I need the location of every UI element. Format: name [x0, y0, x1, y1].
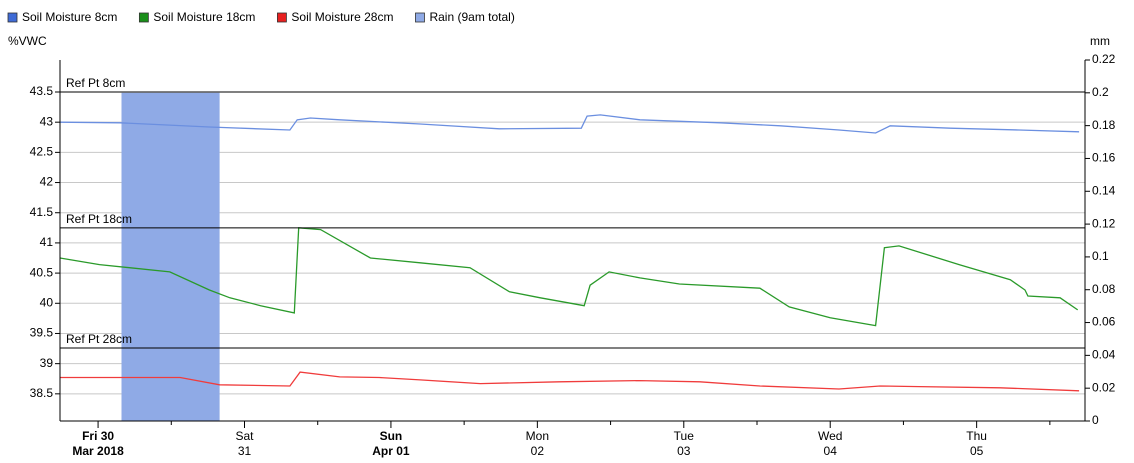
- y2-tick-label: 0.08: [1092, 282, 1116, 296]
- y-tick-label: 41: [40, 235, 54, 249]
- y2-tick-label: 0: [1092, 413, 1099, 427]
- x-tick-label: Thu: [966, 429, 987, 443]
- y-tick-label: 40: [40, 295, 54, 309]
- y2-tick-label: 0.04: [1092, 348, 1116, 362]
- y-tick-label: 39: [40, 356, 54, 370]
- x-tick-label: Fri 30: [82, 429, 114, 443]
- legend-swatch: [138, 12, 149, 23]
- y2-tick-label: 0.16: [1092, 151, 1116, 165]
- series-line: [59, 114, 1080, 134]
- rain-bar: [121, 92, 220, 422]
- x-tick-label: Mar 2018: [72, 444, 124, 458]
- x-tick-label: 31: [238, 444, 252, 458]
- x-tick-label: Tue: [674, 429, 695, 443]
- x-tick-label: 03: [677, 444, 691, 458]
- y-tick-label: 39.5: [30, 326, 54, 340]
- y2-tick-label: 0.14: [1092, 183, 1116, 197]
- x-tick-label: 02: [531, 444, 545, 458]
- reference-label: Ref Pt 8cm: [66, 76, 125, 90]
- reference-label: Ref Pt 18cm: [66, 212, 132, 226]
- legend-label: Soil Moisture 8cm: [22, 10, 117, 24]
- y2-axis-label: mm: [1090, 34, 1110, 48]
- y-tick-label: 43.5: [30, 84, 54, 98]
- x-tick-label: Apr 01: [372, 444, 410, 458]
- legend-label: Soil Moisture 18cm: [153, 10, 255, 24]
- y2-tick-label: 0.02: [1092, 380, 1116, 394]
- y-tick-label: 42.5: [30, 145, 54, 159]
- x-tick-label: Mon: [526, 429, 549, 443]
- x-tick-label: Sat: [235, 429, 254, 443]
- legend-swatch: [415, 12, 425, 23]
- y2-tick-label: 0.12: [1092, 216, 1116, 230]
- legend-label: Rain (9am total): [429, 10, 514, 24]
- y-tick-label: 41.5: [30, 205, 54, 219]
- y-axis-label: %VWC: [8, 34, 47, 48]
- x-tick-label: Wed: [818, 429, 842, 443]
- y-tick-label: 38.5: [30, 386, 54, 400]
- reference-label: Ref Pt 28cm: [66, 332, 132, 346]
- x-tick-label: Sun: [380, 429, 403, 443]
- y2-tick-label: 0.2: [1092, 85, 1109, 99]
- legend-swatch: [7, 12, 18, 23]
- y2-tick-label: 0.18: [1092, 118, 1116, 132]
- series-line: [60, 371, 1080, 392]
- y-tick-label: 43: [40, 114, 54, 128]
- y-tick-label: 42: [40, 175, 54, 189]
- legend-label: Soil Moisture 28cm: [291, 10, 393, 24]
- y2-tick-label: 0.1: [1092, 249, 1109, 263]
- x-tick-label: 04: [824, 444, 838, 458]
- y-tick-label: 40.5: [30, 265, 54, 279]
- legend-swatch: [277, 12, 287, 23]
- x-tick-label: 05: [970, 444, 984, 458]
- y2-tick-label: 0.06: [1092, 315, 1116, 329]
- series-line: [59, 227, 1079, 327]
- y2-tick-label: 0.22: [1092, 52, 1116, 66]
